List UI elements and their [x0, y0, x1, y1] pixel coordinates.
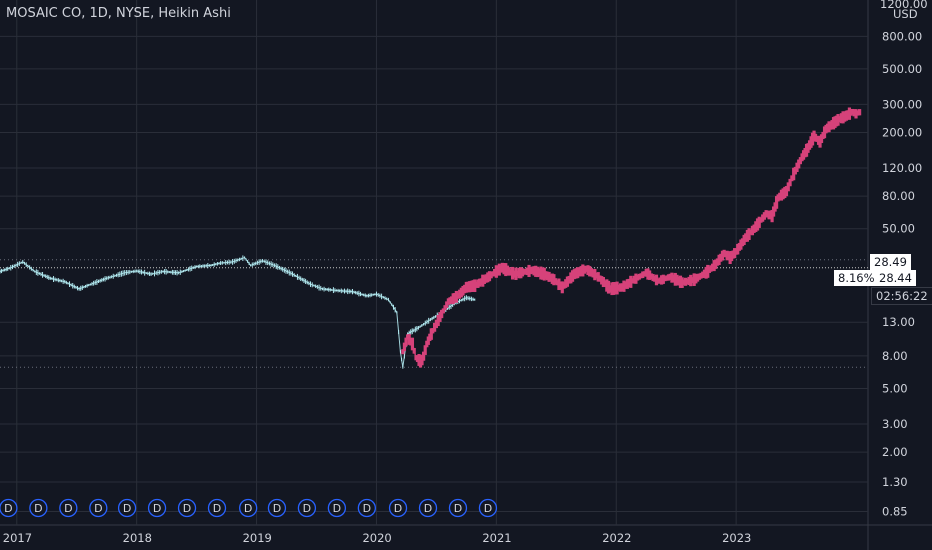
dividend-marker-circle	[147, 498, 167, 518]
dividend-marker-label: D	[244, 502, 252, 515]
dividend-marker-label: D	[123, 502, 131, 515]
y-tick-label: 1200.00	[880, 0, 928, 11]
y-tick-label: 800.00	[882, 29, 922, 43]
dividend-marker: D	[89, 498, 108, 518]
y-tick-label: 120.00	[882, 161, 922, 175]
dividend-marker: D	[29, 498, 48, 518]
countdown-label: 02:56:22	[871, 287, 932, 305]
dividend-marker-circle	[297, 498, 317, 518]
dividend-marker-circle	[177, 498, 197, 518]
dividend-marker-label: D	[213, 502, 221, 515]
y-tick-label: 2.00	[882, 445, 908, 459]
dividend-marker-label: D	[454, 502, 462, 515]
dividend-marker-circle	[117, 498, 137, 518]
x-tick-label: 2019	[243, 531, 272, 545]
dividend-marker: D	[478, 498, 498, 518]
dividend-marker-circle	[327, 498, 347, 518]
dividend-marker: D	[357, 498, 377, 518]
x-tick-label: 2020	[362, 531, 391, 545]
dividend-marker-circle	[207, 498, 227, 518]
y-axis: 1200.00 USD 800.00 500.00 300.00 200.00 120.…	[880, 0, 928, 519]
x-tick-label: 2021	[482, 531, 511, 545]
dividend-marker-label: D	[424, 502, 432, 515]
x-axis: 2017 2018 2019 2020 2021 2022 2023	[3, 531, 752, 545]
dividend-marker-circle	[267, 498, 287, 518]
dividend-marker-circle	[478, 498, 498, 518]
series-line	[0, 257, 475, 368]
dividend-marker: D	[297, 498, 317, 518]
dividend-marker: D	[0, 498, 18, 518]
dividend-marker: D	[267, 498, 287, 518]
dividend-marker-label: D	[183, 502, 191, 515]
dividend-marker-label: D	[64, 502, 72, 515]
dividend-marker: D	[239, 498, 258, 518]
y-tick-label: 1.30	[882, 475, 908, 489]
x-tick-label: 2017	[3, 531, 32, 545]
y-tick-label: 13.00	[882, 315, 915, 329]
y-tick-label: 50.00	[882, 222, 915, 236]
series-line	[402, 110, 860, 364]
dividend-marker: D	[448, 498, 468, 518]
currency-label: USD	[893, 7, 918, 21]
dividend-marker: D	[59, 498, 78, 518]
dividend-marker-circle	[388, 498, 408, 518]
dividend-marker-circle	[418, 498, 438, 518]
dividend-marker: D	[117, 498, 137, 518]
x-tick-label: 2023	[722, 531, 751, 545]
y-tick-label: 300.00	[882, 97, 922, 111]
reference-lines	[0, 259, 868, 368]
y-tick-label: 500.00	[882, 62, 922, 76]
dividend-marker-label: D	[4, 502, 12, 515]
current-price-label: 28.44	[875, 270, 916, 286]
y-tick-label: 8.00	[882, 349, 908, 363]
y-tick-label: 3.00	[882, 417, 908, 431]
dividend-marker-label: D	[394, 502, 402, 515]
x-tick-label: 2022	[602, 531, 631, 545]
change-percent-label: 8.16%	[834, 270, 879, 286]
dividend-marker-circle	[59, 498, 78, 518]
dividend-marker-label: D	[363, 502, 371, 515]
dividend-marker-label: D	[333, 502, 341, 515]
chart-title: MOSAIC CO, 1D, NYSE, Heikin Ashi	[6, 6, 231, 21]
dividend-marker-circle	[239, 498, 258, 518]
dividend-marker: D	[327, 498, 347, 518]
dividend-marker-circle	[448, 498, 468, 518]
dividend-marker-circle	[357, 498, 377, 518]
dividend-marker-label: D	[484, 502, 492, 515]
dividend-marker: D	[207, 498, 227, 518]
dividend-marker: D	[388, 498, 408, 518]
dividend-marker-circle	[29, 498, 48, 518]
dividend-marker-label: D	[94, 502, 102, 515]
dividend-marker: D	[418, 498, 438, 518]
price-label-upper: 28.49	[870, 254, 911, 270]
dividend-marker-label: D	[273, 502, 281, 515]
dividend-marker-circle	[89, 498, 108, 518]
dividend-marker-label: D	[153, 502, 161, 515]
dividend-marker-label: D	[34, 502, 42, 515]
dividend-marker-circle	[0, 498, 18, 518]
y-tick-label: 200.00	[882, 126, 922, 140]
y-tick-label: 5.00	[882, 382, 908, 396]
x-tick-label: 2018	[123, 531, 152, 545]
y-tick-label: 0.85	[882, 505, 908, 519]
dividend-marker-label: D	[303, 502, 311, 515]
plot-area	[0, 107, 862, 369]
dividend-marker: D	[147, 498, 167, 518]
y-tick-label: 80.00	[882, 189, 915, 203]
dividend-marker: D	[177, 498, 197, 518]
